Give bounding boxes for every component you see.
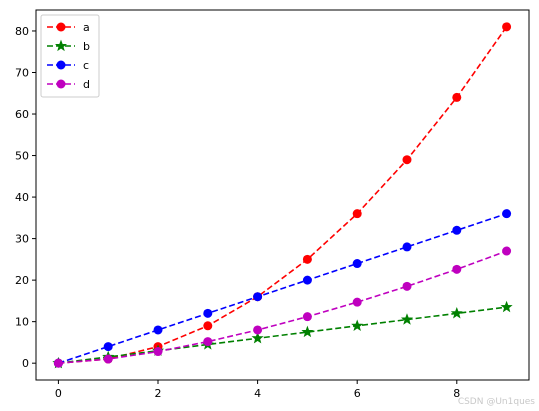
series-b-point [500,300,513,313]
series-a-line [58,26,508,364]
y-tick-label: 0 [22,357,29,370]
legend-label-d: d [83,78,90,91]
legend-label-b: b [83,40,90,53]
series-c-point [103,342,113,352]
series-d-point [153,347,163,357]
series-c-point [502,209,512,219]
series-c-point [203,308,213,318]
legend-marker-d [56,79,66,89]
legend-label-a: a [83,21,90,34]
series-d-point [402,281,412,291]
y-tick-label: 40 [15,191,29,204]
series-b-point [400,313,414,325]
series-c [53,209,512,368]
series-a-point [352,209,362,219]
series-b-point [351,319,364,331]
x-tick-label: 0 [55,387,62,400]
series-d [53,246,512,368]
series-d-line [58,250,507,364]
y-tick-label: 30 [15,233,29,246]
series-c-point [352,259,362,269]
series-c-point [153,325,163,335]
series-c-point [452,225,462,235]
series-a-point [203,321,213,331]
series-d-point [302,312,312,322]
y-tick-label: 20 [15,274,29,287]
series-a-point [302,254,312,264]
series-a-point [452,92,462,102]
series-b-point [301,325,314,338]
legend-label-c: c [83,59,89,72]
series-c-point [302,275,312,285]
y-tick-label: 10 [15,316,29,329]
series-b-point [251,331,264,344]
series-b-line [58,306,507,364]
y-tick-label: 60 [15,108,29,121]
series-d-point [203,337,213,347]
series-d-point [352,297,362,307]
y-tick-label: 50 [15,150,29,163]
x-tick-label: 8 [453,387,460,400]
series-a-point [502,22,512,32]
series-a-point [402,155,412,165]
series-d-point [502,246,512,256]
legend-marker-c [56,60,66,70]
legend-box [40,14,100,98]
series-d-point [253,325,263,335]
legend-marker-a [56,22,66,32]
series-c-point [402,242,412,252]
x-tick-label: 6 [354,387,361,400]
watermark: CSDN @Un1ques [457,397,535,407]
legend-marker-b [54,39,68,52]
x-tick-label: 2 [155,387,162,400]
series-d-point [53,358,63,368]
series-d-point [452,264,462,274]
series-d-point [103,354,113,364]
x-tick-label: 4 [254,387,261,400]
y-tick-label: 80 [15,25,29,38]
axes-frame [35,9,530,381]
series-c-line [58,212,507,364]
y-tick-label: 70 [15,66,29,79]
series-b-point [450,306,463,319]
series-c-point [253,292,263,302]
